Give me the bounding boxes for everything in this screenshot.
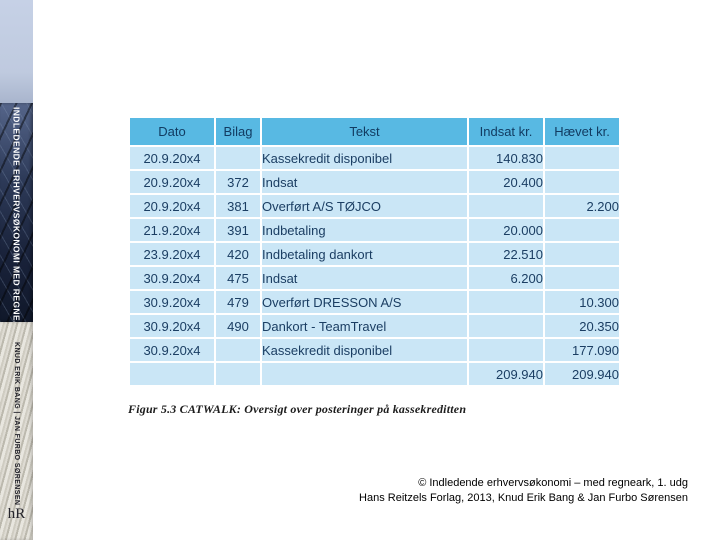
table-cell bbox=[469, 291, 543, 313]
table-cell: 209.940 bbox=[545, 363, 619, 385]
table-cell: 209.940 bbox=[469, 363, 543, 385]
table-cell bbox=[216, 339, 260, 361]
table-cell: 20.9.20x4 bbox=[130, 171, 214, 193]
table-cell: 20.400 bbox=[469, 171, 543, 193]
credit-line-1: © Indledende erhvervsøkonomi – med regne… bbox=[418, 477, 688, 489]
table-row: 30.9.20x4 490 Dankort - TeamTravel 20.350 bbox=[130, 315, 619, 337]
table-cell: 20.000 bbox=[469, 219, 543, 241]
publisher-logo: hR bbox=[7, 506, 26, 522]
table-body: 20.9.20x4 Kassekredit disponibel 140.830 20… bbox=[130, 147, 619, 385]
table-cell: 6.200 bbox=[469, 267, 543, 289]
book-title-vertical: INDLEDENDE ERHVERVSØKONOMI MED REGNEARK bbox=[11, 107, 22, 341]
table-cell bbox=[545, 219, 619, 241]
table-cell bbox=[469, 315, 543, 337]
table-cell: 2.200 bbox=[545, 195, 619, 217]
table-cell: Overført DRESSON A/S bbox=[262, 291, 467, 313]
table-cell: 20.9.20x4 bbox=[130, 195, 214, 217]
table-row: 23.9.20x4 420 Indbetaling dankort 22.510 bbox=[130, 243, 619, 265]
table-cell: Indbetaling bbox=[262, 219, 467, 241]
table-row: 30.9.20x4 475 Indsat 6.200 bbox=[130, 267, 619, 289]
table-cell: 20.9.20x4 bbox=[130, 147, 214, 169]
table-cell: Indbetaling dankort bbox=[262, 243, 467, 265]
table-cell: 372 bbox=[216, 171, 260, 193]
table-cell bbox=[216, 363, 260, 385]
table-cell: 391 bbox=[216, 219, 260, 241]
table-row: 20.9.20x4 381 Overført A/S TØJCO 2.200 bbox=[130, 195, 619, 217]
column-header: Hævet kr. bbox=[545, 118, 619, 145]
table-cell: Dankort - TeamTravel bbox=[262, 315, 467, 337]
table-cell: Kassekredit disponibel bbox=[262, 147, 467, 169]
book-spine: INDLEDENDE ERHVERVSØKONOMI MED REGNEARK … bbox=[0, 0, 33, 540]
figure-caption: Figur 5.3 CATWALK: Oversigt over posteri… bbox=[128, 402, 467, 416]
table-row: 209.940 209.940 bbox=[130, 363, 619, 385]
table-cell: 21.9.20x4 bbox=[130, 219, 214, 241]
table-cell: 420 bbox=[216, 243, 260, 265]
table-cell: 23.9.20x4 bbox=[130, 243, 214, 265]
table-cell bbox=[262, 363, 467, 385]
table-header-row: Dato Bilag Tekst Indsat kr. Hævet kr. bbox=[130, 118, 619, 145]
table-cell bbox=[545, 171, 619, 193]
table-cell bbox=[469, 339, 543, 361]
table-cell: 10.300 bbox=[545, 291, 619, 313]
table-cell: 479 bbox=[216, 291, 260, 313]
table-row: 20.9.20x4 Kassekredit disponibel 140.830 bbox=[130, 147, 619, 169]
table-cell: Kassekredit disponibel bbox=[262, 339, 467, 361]
table-cell: Overført A/S TØJCO bbox=[262, 195, 467, 217]
table-cell: 177.090 bbox=[545, 339, 619, 361]
table-cell bbox=[545, 267, 619, 289]
table-cell: Indsat bbox=[262, 267, 467, 289]
table-cell: 140.830 bbox=[469, 147, 543, 169]
column-header: Indsat kr. bbox=[469, 118, 543, 145]
table-row: 30.9.20x4 Kassekredit disponibel 177.090 bbox=[130, 339, 619, 361]
table-cell: 30.9.20x4 bbox=[130, 315, 214, 337]
table-cell: Indsat bbox=[262, 171, 467, 193]
table-row: 21.9.20x4 391 Indbetaling 20.000 bbox=[130, 219, 619, 241]
table-cell: 30.9.20x4 bbox=[130, 267, 214, 289]
table-cell: 20.350 bbox=[545, 315, 619, 337]
table-row: 20.9.20x4 372 Indsat 20.400 bbox=[130, 171, 619, 193]
table-cell: 22.510 bbox=[469, 243, 543, 265]
postings-table: Dato Bilag Tekst Indsat kr. Hævet kr. 20.9.2… bbox=[128, 116, 621, 387]
table-cell: 490 bbox=[216, 315, 260, 337]
column-header: Dato bbox=[130, 118, 214, 145]
spine-top-band bbox=[0, 0, 33, 103]
column-header: Tekst bbox=[262, 118, 467, 145]
column-header: Bilag bbox=[216, 118, 260, 145]
table-cell bbox=[545, 243, 619, 265]
table-row: 30.9.20x4 479 Overført DRESSON A/S 10.300 bbox=[130, 291, 619, 313]
table-cell: 30.9.20x4 bbox=[130, 291, 214, 313]
table-cell bbox=[469, 195, 543, 217]
spine-photo-band: INDLEDENDE ERHVERVSØKONOMI MED REGNEARK bbox=[0, 103, 33, 341]
table-cell bbox=[545, 147, 619, 169]
copyright-credit: © Indledende erhvervsøkonomi – med regne… bbox=[359, 476, 688, 507]
table-cell: 475 bbox=[216, 267, 260, 289]
table-cell: 381 bbox=[216, 195, 260, 217]
table-cell bbox=[216, 147, 260, 169]
book-authors-vertical: KNUD ERIK BANG | JAN FURBO SØRENSEN bbox=[13, 342, 20, 506]
spine-stripes-band: KNUD ERIK BANG | JAN FURBO SØRENSEN hR bbox=[0, 322, 33, 540]
table-cell bbox=[130, 363, 214, 385]
credit-line-2: Hans Reitzels Forlag, 2013, Knud Erik Ba… bbox=[359, 492, 688, 505]
table-cell: 30.9.20x4 bbox=[130, 339, 214, 361]
